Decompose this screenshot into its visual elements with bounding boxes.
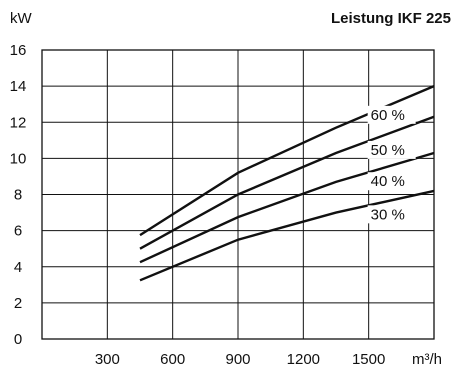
y-tick-label: 14: [10, 78, 27, 95]
grid: [42, 50, 434, 339]
series-label: 60 %: [371, 107, 405, 124]
chart-title: Leistung IKF 225: [331, 10, 451, 27]
y-tick-label: 6: [14, 223, 22, 240]
series-label-background: [367, 172, 416, 191]
y-tick-label: 16: [10, 42, 27, 59]
series-label-background: [367, 205, 416, 224]
series-label-background: [367, 140, 416, 159]
y-tick-label: 2: [14, 295, 22, 312]
y-tick-label: 12: [10, 114, 27, 131]
series-label: 40 %: [371, 173, 405, 190]
series-label-background: [367, 105, 416, 124]
series-line: [139, 115, 435, 250]
x-tick-label: 600: [160, 351, 185, 368]
y-tick-label: 10: [10, 150, 27, 167]
plot-frame: [41, 49, 435, 340]
x-tick-label: 1200: [287, 351, 320, 368]
y-tick-label: 4: [14, 259, 22, 276]
series-line: [139, 151, 435, 264]
series-labels: 60 % 50 % 40 % 30 %: [367, 105, 416, 224]
y-axis-unit: kW: [10, 10, 33, 27]
y-tick-label: 8: [14, 187, 22, 204]
y-tick-label: 0: [14, 331, 22, 348]
x-tick-label: 300: [95, 351, 120, 368]
x-tick-label: 900: [225, 351, 250, 368]
x-tick-label: 1500: [352, 351, 385, 368]
tick-labels: 0 2 4 6 8 10 12 14 16 300 600 900 1200 1500: [10, 42, 386, 368]
series-label: 30 %: [371, 206, 405, 223]
series-line: [139, 189, 435, 282]
series-label: 50 %: [371, 142, 405, 159]
x-axis-unit: m³/h: [412, 351, 442, 368]
